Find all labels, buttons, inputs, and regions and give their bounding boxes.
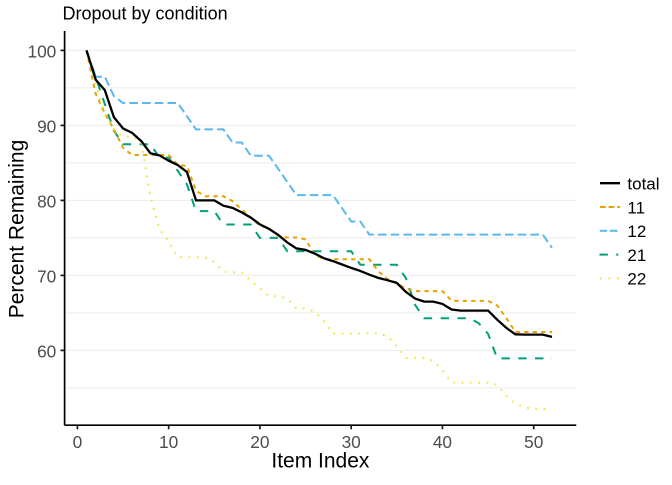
svg-text:total: total [627,175,659,194]
svg-text:0: 0 [73,432,83,452]
svg-text:Percent Remaining: Percent Remaining [6,140,29,319]
svg-text:12: 12 [627,222,646,241]
svg-text:50: 50 [524,432,543,452]
svg-text:Item Index: Item Index [271,450,370,473]
svg-text:40: 40 [433,432,452,452]
svg-text:10: 10 [159,432,178,452]
svg-text:11: 11 [627,198,645,217]
svg-text:22: 22 [627,270,646,289]
svg-text:60: 60 [37,342,56,362]
svg-text:90: 90 [37,117,56,137]
svg-text:21: 21 [627,246,646,265]
svg-text:70: 70 [37,267,56,287]
svg-text:100: 100 [27,42,56,62]
svg-text:Dropout by condition: Dropout by condition [63,4,228,24]
svg-text:80: 80 [37,192,56,212]
svg-text:20: 20 [250,432,269,452]
svg-text:30: 30 [342,432,361,452]
